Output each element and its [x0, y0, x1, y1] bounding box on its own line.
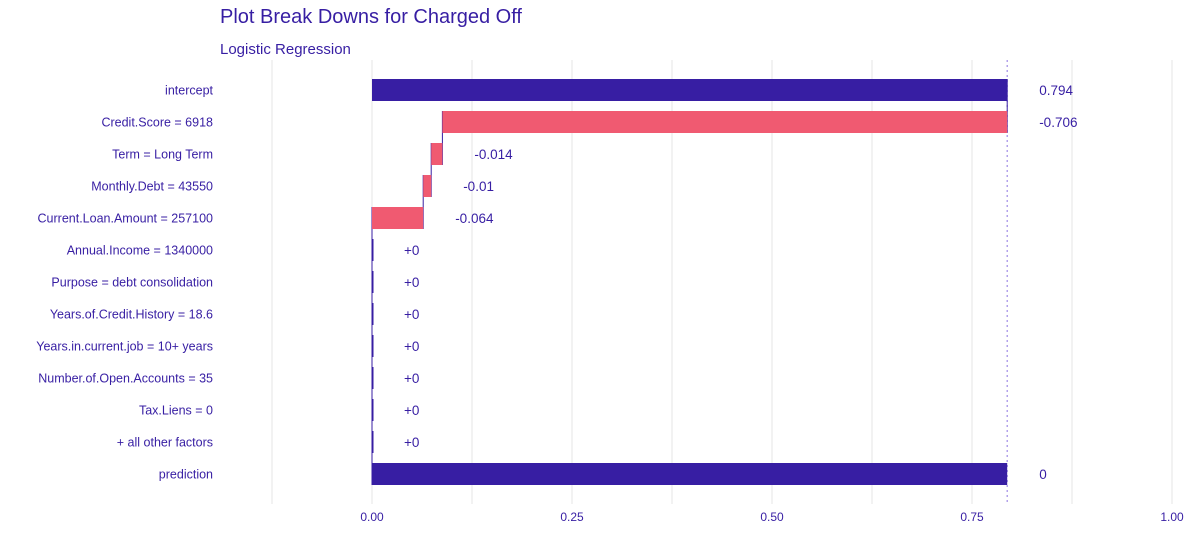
bar-2 — [431, 143, 443, 165]
x-tick-label: 0.00 — [360, 510, 384, 524]
x-tick-label: 0.75 — [960, 510, 984, 524]
bar-9 — [372, 367, 374, 389]
contribution-label: -0.706 — [1039, 115, 1077, 130]
category-label: Current.Loan.Amount = 257100 — [38, 212, 214, 226]
contribution-label: -0.01 — [463, 179, 494, 194]
category-label: Purpose = debt consolidation — [51, 276, 213, 290]
category-label: Term = Long Term — [112, 148, 213, 162]
category-label: Credit.Score = 6918 — [101, 116, 213, 130]
x-tick-label: 0.50 — [760, 510, 784, 524]
category-label: prediction — [159, 468, 213, 482]
bar-10 — [372, 399, 374, 421]
contribution-label: +0 — [404, 275, 419, 290]
category-label: Tax.Liens = 0 — [139, 404, 213, 418]
contribution-label: +0 — [404, 435, 419, 450]
bar-5 — [372, 239, 374, 261]
bar-6 — [372, 271, 374, 293]
category-label: + all other factors — [117, 436, 213, 450]
bar-8 — [372, 335, 374, 357]
bar-4 — [372, 207, 424, 229]
contribution-label: +0 — [404, 371, 419, 386]
bar-0 — [372, 79, 1008, 101]
category-label: Years.of.Credit.History = 18.6 — [50, 308, 213, 322]
contribution-label: 0 — [1039, 467, 1047, 482]
chart-title: Plot Break Downs for Charged Off — [220, 6, 522, 28]
bar-7 — [372, 303, 374, 325]
contribution-label: +0 — [404, 403, 419, 418]
x-tick-label: 1.00 — [1160, 510, 1184, 524]
bar-12 — [372, 463, 1008, 485]
bar-1 — [442, 111, 1008, 133]
bar-3 — [423, 175, 432, 197]
category-label: Number.of.Open.Accounts = 35 — [38, 372, 213, 386]
bar-11 — [372, 431, 374, 453]
category-label: Monthly.Debt = 43550 — [91, 180, 213, 194]
contribution-label: -0.064 — [455, 211, 494, 226]
category-label: Annual.Income = 1340000 — [67, 244, 213, 258]
contribution-label: -0.014 — [474, 147, 513, 162]
contribution-label: +0 — [404, 307, 419, 322]
contribution-label: 0.794 — [1039, 83, 1073, 98]
contribution-label: +0 — [404, 339, 419, 354]
x-tick-label: 0.25 — [560, 510, 584, 524]
contribution-label: +0 — [404, 243, 419, 258]
category-label: Years.in.current.job = 10+ years — [36, 340, 213, 354]
chart-subtitle: Logistic Regression — [220, 41, 351, 58]
category-label: intercept — [165, 84, 213, 98]
